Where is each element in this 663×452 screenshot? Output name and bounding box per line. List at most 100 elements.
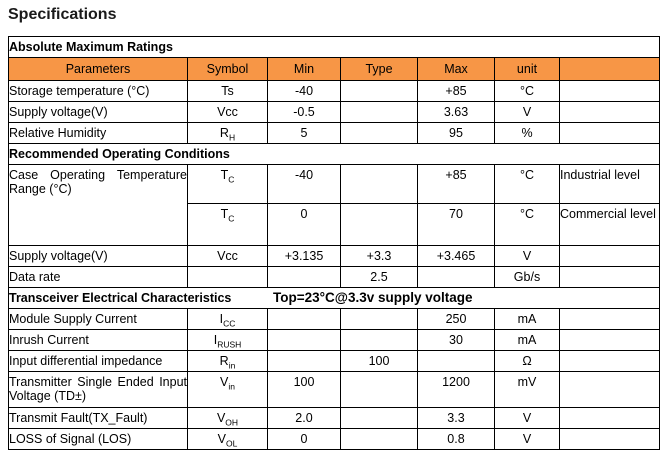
column-header-extra (558, 57, 661, 81)
cell-type (340, 407, 418, 429)
cell-note (558, 350, 661, 372)
cell-note (558, 428, 661, 450)
cell-note (558, 101, 661, 123)
cell-type (340, 329, 418, 351)
cell-type: +3.3 (340, 245, 418, 267)
cell-min: 100 (267, 371, 341, 408)
cell-symbol: Rin (187, 350, 268, 372)
cell-max (417, 350, 495, 372)
cell-max: 3.3 (417, 407, 495, 429)
cell-note (558, 308, 661, 330)
column-header-symbol: Symbol (187, 57, 268, 81)
column-header-min: Min (267, 57, 341, 81)
cell-note: Commercial level (558, 203, 661, 246)
cell-type (340, 101, 418, 123)
table-row: Input differential impedance Rin 100 Ω (8, 350, 661, 372)
cell-parameter: Transmit Fault(TX_Fault) (8, 407, 188, 429)
cell-max: +85 (417, 80, 495, 102)
cell-symbol: Vcc (187, 245, 268, 267)
cell-max: 30 (417, 329, 495, 351)
table-row: Inrush Current IRUSH 30 mA (8, 329, 661, 351)
cell-symbol: Vin (187, 371, 268, 408)
cell-type (340, 371, 418, 408)
cell-symbol: Ts (187, 80, 268, 102)
cell-type (340, 428, 418, 450)
cell-min (267, 329, 341, 351)
cell-unit: V (494, 428, 560, 450)
cell-type (340, 80, 418, 102)
cell-type (340, 308, 418, 330)
table-row: Data rate 2.5 Gb/s (8, 266, 661, 288)
column-header-max: Max (417, 57, 495, 81)
cell-symbol: RH (187, 122, 268, 144)
cell-type (340, 203, 418, 246)
cell-parameter: Supply voltage(V) (8, 245, 188, 267)
cell-max: +85 (417, 164, 495, 204)
cell-parameter: Case Operating Temperature Range (°C) (8, 164, 188, 246)
page-title: Specifications (8, 6, 117, 23)
cell-unit: mA (494, 308, 560, 330)
cell-type (340, 122, 418, 144)
cell-max (417, 266, 495, 288)
cell-unit: Ω (494, 350, 560, 372)
cell-max: 1200 (417, 371, 495, 408)
cell-type: 2.5 (340, 266, 418, 288)
table-row: Module Supply Current ICC 250 mA (8, 308, 661, 330)
column-header-type: Type (340, 57, 418, 81)
cell-min: -0.5 (267, 101, 341, 123)
table-row: TC 0 70 °C Commercial level (9, 203, 661, 246)
cell-parameter: Input differential impedance (8, 350, 188, 372)
cell-symbol: TC (187, 164, 268, 204)
cell-parameter: Inrush Current (8, 329, 188, 351)
cell-min: -40 (267, 164, 341, 204)
cell-symbol (187, 266, 268, 288)
cell-min (267, 308, 341, 330)
cell-type: 100 (340, 350, 418, 372)
cell-unit: °C (494, 164, 560, 204)
cell-max: 0.8 (417, 428, 495, 450)
cell-symbol: VOH (187, 407, 268, 429)
section-subtitle-tec: Top=23°C@3.3v supply voltage (273, 290, 473, 305)
cell-max: 95 (417, 122, 495, 144)
cell-min (267, 266, 341, 288)
cell-min: 0 (267, 428, 341, 450)
column-header-unit: unit (494, 57, 560, 81)
section-row-absolute-maximum-ratings: Absolute Maximum Ratings (7, 36, 661, 58)
table-row: Supply voltage(V) Vcc -0.5 3.63 V (8, 101, 661, 123)
cell-note (558, 80, 661, 102)
cell-unit: Gb/s (494, 266, 560, 288)
cell-parameter: Transmitter Single Ended Input Voltage (… (8, 371, 188, 408)
section-title-tec: Transceiver Electrical Characteristics T… (7, 287, 661, 309)
cell-min: -40 (267, 80, 341, 102)
cell-min (267, 350, 341, 372)
cell-min: 0 (267, 203, 341, 246)
cell-max: 70 (417, 203, 495, 246)
table-row: Transmitter Single Ended Input Voltage (… (8, 371, 661, 408)
table-row: Relative Humidity RH 5 95 % (8, 122, 661, 144)
cell-note (558, 122, 661, 144)
cell-max: 250 (417, 308, 495, 330)
cell-unit: % (494, 122, 560, 144)
cell-symbol: ICC (187, 308, 268, 330)
cell-symbol: IRUSH (187, 329, 268, 351)
cell-parameter: Data rate (8, 266, 188, 288)
cell-parameter: Relative Humidity (8, 122, 188, 144)
cell-type (340, 164, 418, 204)
section-title-roc: Recommended Operating Conditions (7, 143, 661, 165)
section-row-recommended-operating-conditions: Recommended Operating Conditions (7, 143, 661, 165)
column-header-row: Parameters Symbol Min Type Max unit (8, 57, 661, 81)
table-row: Transmit Fault(TX_Fault) VOH 2.0 3.3 V (8, 407, 661, 429)
cell-parameter: Storage temperature (°C) (8, 80, 188, 102)
cell-note (558, 329, 661, 351)
table-row: Case Operating Temperature Range (°C) TC… (8, 164, 661, 246)
cell-note (558, 266, 661, 288)
cell-max: +3.465 (417, 245, 495, 267)
cell-unit: V (494, 407, 560, 429)
cell-symbol: VOL (187, 428, 268, 450)
cell-parameter: LOSS of Signal (LOS) (8, 428, 188, 450)
table-row: LOSS of Signal (LOS) VOL 0 0.8 V (8, 428, 661, 450)
table-row: Supply voltage(V) Vcc +3.135 +3.3 +3.465… (8, 245, 661, 267)
cell-unit: mA (494, 329, 560, 351)
section-row-transceiver-electrical-characteristics: Transceiver Electrical Characteristics T… (7, 287, 661, 309)
column-header-parameters: Parameters (8, 57, 188, 81)
